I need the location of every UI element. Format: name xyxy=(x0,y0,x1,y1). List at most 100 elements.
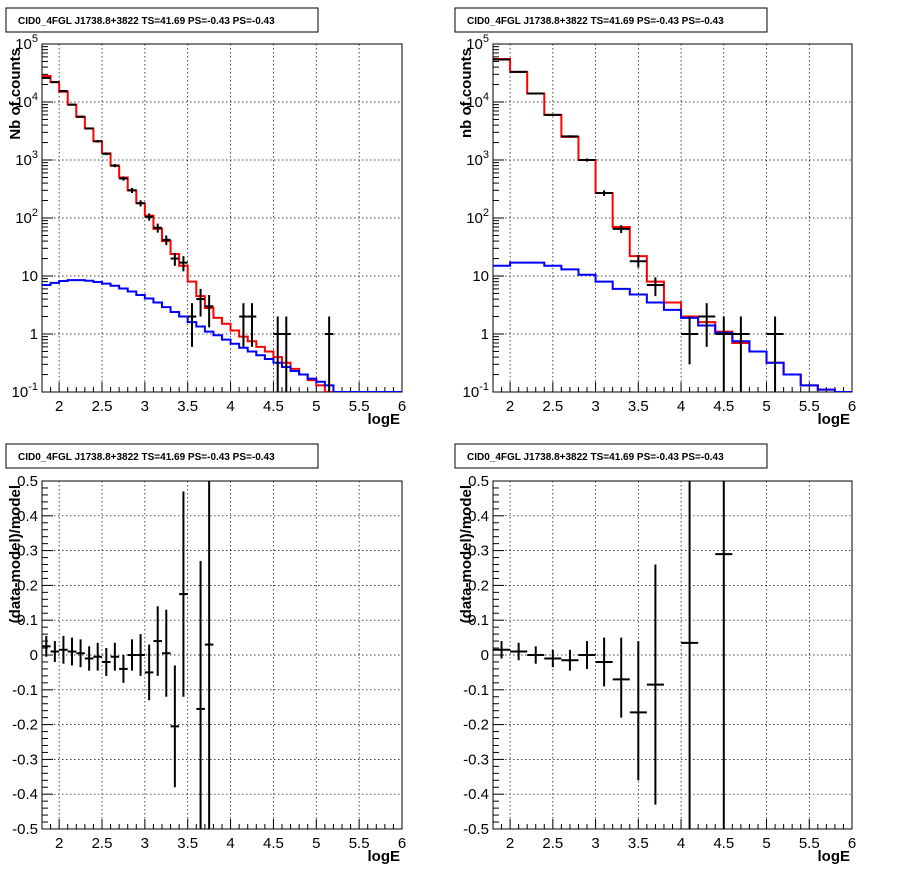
y-tick-label: -0.3 xyxy=(463,751,489,768)
x-tick-label: 4.5 xyxy=(263,835,284,852)
y-tick-label: 0.2 xyxy=(468,577,489,594)
data-point xyxy=(561,649,579,671)
model-histogram-red xyxy=(42,75,402,392)
y-tick-label: 105 xyxy=(15,33,38,53)
data-point xyxy=(127,639,137,671)
x-tick-label: 5 xyxy=(312,398,320,415)
x-axis-label: logE xyxy=(368,411,401,428)
y-tick-label: 104 xyxy=(466,91,489,111)
data-point xyxy=(170,252,180,266)
data-point xyxy=(239,303,248,347)
y-axis-ticks xyxy=(493,43,504,393)
y-tick-label: 104 xyxy=(15,91,38,111)
data-point xyxy=(136,200,145,207)
title-box xyxy=(5,443,319,469)
x-tick-label: 5 xyxy=(762,835,770,852)
grid-lines xyxy=(42,481,402,829)
x-tick-label: 3 xyxy=(141,835,149,852)
data-point xyxy=(544,113,562,116)
chart-title: CID0_4FGL J1738.8+3822 TS=41.69 PS=-0.43… xyxy=(467,16,724,27)
background-histogram-blue xyxy=(493,261,852,392)
y-tick-label: 0.4 xyxy=(468,508,489,525)
chart-title: CID0_4FGL J1738.8+3822 TS=41.69 PS=-0.43… xyxy=(467,452,724,463)
y-tick-label: 0.5 xyxy=(468,473,489,490)
data-point xyxy=(196,288,205,317)
x-tick-label: 5 xyxy=(312,835,320,852)
data-point xyxy=(50,641,60,662)
x-tick-label: 6 xyxy=(398,398,406,415)
x-tick-label: 4.5 xyxy=(713,398,734,415)
y-tick-label: -0.1 xyxy=(12,682,38,699)
data-point xyxy=(282,316,291,392)
data-point xyxy=(766,316,784,392)
data-point xyxy=(715,316,733,392)
data-layer xyxy=(42,75,402,392)
x-tick-label: 4 xyxy=(677,835,685,852)
data-point xyxy=(681,316,699,365)
data-layer xyxy=(493,481,733,829)
data-point xyxy=(119,655,128,683)
title-box xyxy=(454,7,768,33)
y-tick-label: 0.5 xyxy=(17,473,38,490)
data-point xyxy=(187,303,197,347)
data-point xyxy=(67,637,77,666)
data-point xyxy=(646,277,664,297)
data-point xyxy=(510,70,528,73)
data-point xyxy=(127,187,137,193)
data-point xyxy=(153,606,162,676)
y-tick-label: -0.1 xyxy=(463,682,489,699)
data-point xyxy=(84,127,94,130)
x-axis-ticks xyxy=(492,819,853,829)
data-point xyxy=(59,89,68,92)
x-tick-label: 3 xyxy=(141,398,149,415)
data-point xyxy=(110,164,120,168)
y-axis-label: Nb of counts xyxy=(7,48,24,140)
y-tick-label: -0.2 xyxy=(12,717,38,734)
data-point xyxy=(681,481,699,829)
data-point xyxy=(153,223,162,233)
x-axis-label: logE xyxy=(818,848,851,865)
x-tick-label: 5.5 xyxy=(799,835,820,852)
y-tick-label: -0.5 xyxy=(12,821,38,838)
title-box xyxy=(454,443,768,469)
x-tick-label: 6 xyxy=(398,835,406,852)
data-point xyxy=(102,152,111,156)
data-point xyxy=(646,564,664,805)
y-tick-label: -0.4 xyxy=(463,786,489,803)
x-tick-label: 2 xyxy=(55,835,63,852)
data-point xyxy=(510,642,528,661)
data-point xyxy=(59,635,68,664)
data-point xyxy=(162,235,171,246)
data-point xyxy=(119,176,128,181)
x-axis-ticks xyxy=(41,382,403,392)
data-point xyxy=(493,641,511,659)
data-point xyxy=(612,225,630,234)
y-tick-label: 10-1 xyxy=(12,381,38,401)
data-point xyxy=(578,641,596,669)
data-point xyxy=(144,213,154,221)
y-tick-label: 105 xyxy=(466,33,489,53)
y-tick-label: 102 xyxy=(15,207,38,227)
x-tick-label: 5.5 xyxy=(799,398,820,415)
y-axis-label: (data-model)/model xyxy=(7,485,24,623)
y-tick-label: 103 xyxy=(15,149,38,169)
x-tick-label: 5.5 xyxy=(349,398,370,415)
y-tick-label: 0 xyxy=(30,647,38,664)
x-tick-label: 2.5 xyxy=(92,398,113,415)
data-point xyxy=(93,140,102,143)
data-point xyxy=(732,316,750,392)
data-point xyxy=(136,634,145,676)
model-histogram-red xyxy=(493,58,852,392)
data-point xyxy=(324,316,334,392)
data-point xyxy=(179,491,188,697)
x-tick-label: 6 xyxy=(848,398,856,415)
data-point xyxy=(144,644,154,701)
data-point xyxy=(84,646,94,671)
y-tick-label: 1 xyxy=(481,326,489,343)
data-point xyxy=(527,646,545,664)
y-tick-label: -0.4 xyxy=(12,786,38,803)
data-point xyxy=(273,316,282,392)
data-point xyxy=(102,648,111,676)
y-tick-label: 0.1 xyxy=(468,612,489,629)
